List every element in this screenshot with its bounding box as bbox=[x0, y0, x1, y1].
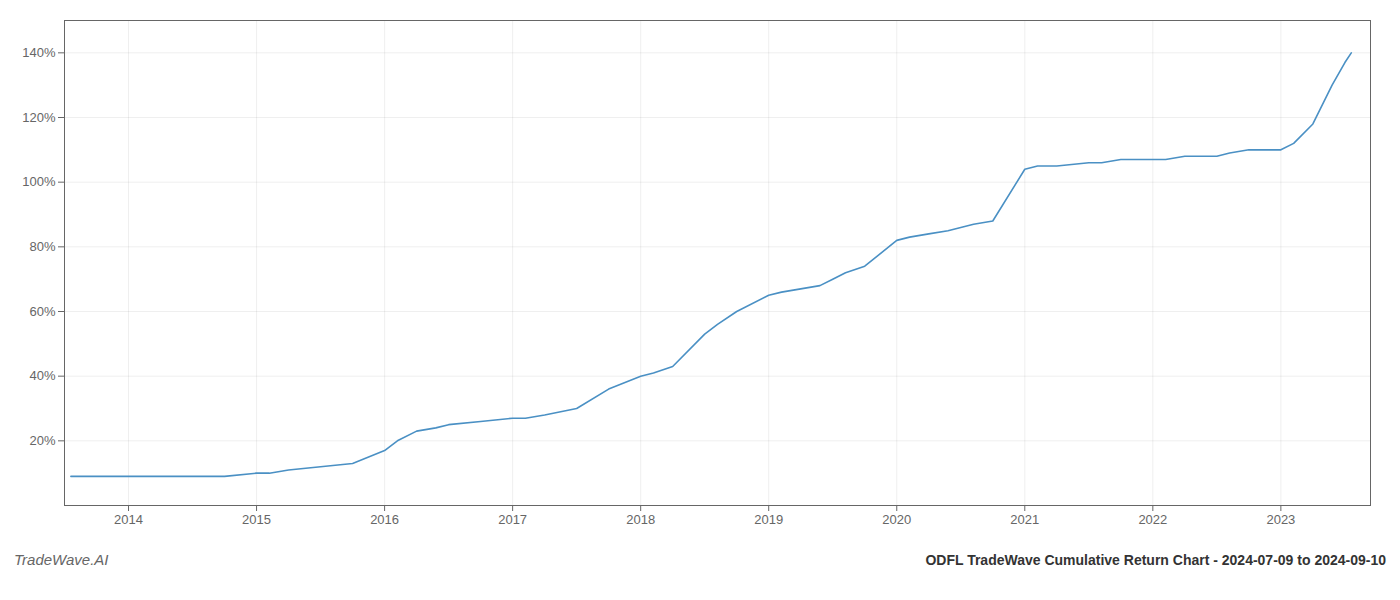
svg-text:120%: 120% bbox=[22, 110, 56, 125]
svg-text:2019: 2019 bbox=[754, 512, 783, 527]
svg-text:20%: 20% bbox=[29, 433, 55, 448]
svg-text:2018: 2018 bbox=[626, 512, 655, 527]
svg-text:2022: 2022 bbox=[1138, 512, 1167, 527]
svg-text:100%: 100% bbox=[22, 174, 56, 189]
svg-text:2016: 2016 bbox=[370, 512, 399, 527]
svg-text:2017: 2017 bbox=[498, 512, 527, 527]
svg-text:2023: 2023 bbox=[1266, 512, 1295, 527]
svg-text:2020: 2020 bbox=[882, 512, 911, 527]
svg-text:140%: 140% bbox=[22, 45, 56, 60]
svg-text:60%: 60% bbox=[29, 304, 55, 319]
html-text:TradeWave.AI: TradeWave.AI bbox=[14, 551, 109, 568]
svg-text:80%: 80% bbox=[29, 239, 55, 254]
svg-text:2015: 2015 bbox=[242, 512, 271, 527]
html-text:ODFL TradeWave Cumulative Retu: ODFL TradeWave Cumulative Return Chart -… bbox=[925, 552, 1386, 568]
svg-text:2014: 2014 bbox=[114, 512, 143, 527]
svg-text:40%: 40% bbox=[29, 368, 55, 383]
svg-text:2021: 2021 bbox=[1010, 512, 1039, 527]
